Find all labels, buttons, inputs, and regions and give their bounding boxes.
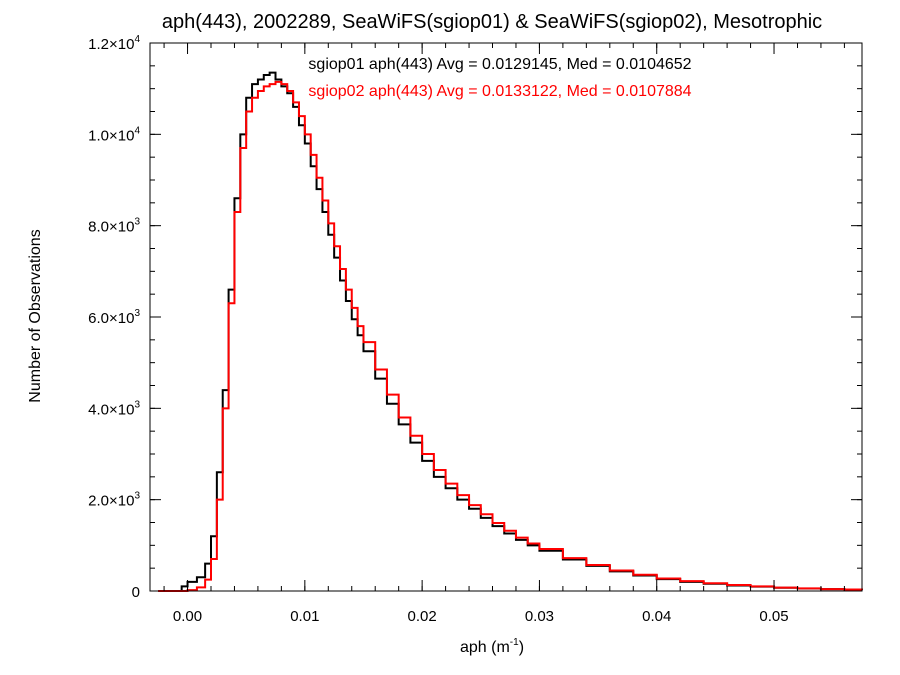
- x-tick-label: 0.04: [642, 608, 671, 625]
- x-axis-label-main: aph (m: [460, 639, 510, 656]
- x-tick-label: 0.01: [290, 608, 319, 625]
- plot-area: [150, 43, 862, 591]
- y-tick-label: 1.2×104: [88, 34, 140, 53]
- x-axis-label-close: ): [519, 639, 524, 656]
- legend-entry-sgiop02: sgiop02 aph(443) Avg = 0.0133122, Med = …: [308, 83, 691, 100]
- x-tick-label: 0.05: [759, 608, 788, 625]
- y-tick-label: 0: [132, 584, 140, 601]
- series-layer: [158, 71, 863, 592]
- y-axis-label: Number of Observations: [27, 229, 44, 402]
- y-tick-label: 4.0×103: [88, 399, 140, 418]
- y-tick-label: 2.0×103: [88, 491, 140, 510]
- x-axis-label-superscript: -1: [510, 637, 519, 648]
- x-tick-label: 0.00: [173, 608, 202, 625]
- legend-entry-sgiop01: sgiop01 aph(443) Avg = 0.0129145, Med = …: [308, 56, 691, 73]
- plot-background: [150, 43, 862, 591]
- legend: sgiop01 aph(443) Avg = 0.0129145, Med = …: [308, 56, 691, 100]
- x-tick-label: 0.02: [408, 608, 437, 625]
- axes: 0.00 0.01 0.02 0.03 0.04 0.05 0 2.0×103 4.0×103 6…: [88, 34, 863, 625]
- x-tick-label: 0.03: [525, 608, 554, 625]
- series-line-sgiop02: [158, 80, 863, 592]
- y-tick-label: 1.0×104: [88, 125, 140, 144]
- y-tick-label: 8.0×103: [88, 217, 140, 236]
- y-tick-label: 6.0×103: [88, 308, 140, 327]
- x-axis-label: aph (m-1): [460, 637, 524, 656]
- chart-title: aph(443), 2002289, SeaWiFS(sgiop01) & Se…: [162, 11, 822, 33]
